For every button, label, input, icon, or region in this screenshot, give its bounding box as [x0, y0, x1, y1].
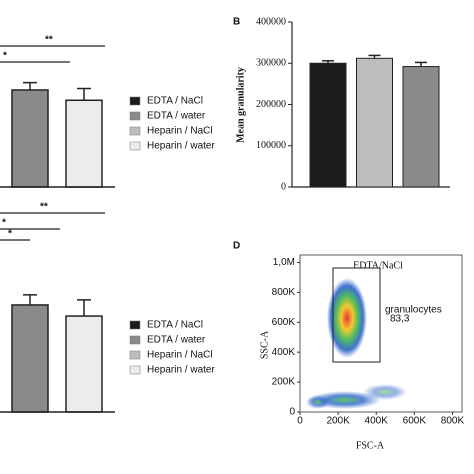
significance-label: * — [8, 229, 12, 240]
y-tick-label: 200K — [272, 377, 296, 388]
gate-value: 83,3 — [390, 314, 410, 325]
x-tick-label: 200K — [326, 416, 350, 427]
legend-swatch — [129, 96, 141, 106]
y-tick-label: 400K — [272, 347, 296, 358]
bar — [65, 315, 103, 413]
y-axis-label: SSC-A — [259, 330, 270, 359]
x-tick-label: 800K — [441, 416, 465, 427]
bar — [65, 99, 103, 188]
y-tick-label: 800K — [272, 287, 296, 298]
legend-label: Heparin / water — [147, 365, 215, 376]
bar — [402, 66, 440, 188]
legend-label: Heparin / NaCl — [147, 350, 213, 361]
legend-swatch — [129, 365, 141, 375]
legend-label: Heparin / water — [147, 141, 215, 152]
legend-swatch — [129, 111, 141, 121]
x-tick-label: 600K — [403, 416, 427, 427]
legend-swatch — [129, 350, 141, 360]
y-axis-label: Mean granularity — [235, 67, 246, 143]
y-tick-label: 400000 — [256, 16, 286, 27]
bar — [11, 304, 49, 413]
y-tick-label: 100000 — [256, 140, 286, 151]
bar — [11, 89, 49, 188]
legend-label: EDTA / water — [147, 335, 206, 346]
legend-label: EDTA / NaCl — [147, 96, 203, 107]
y-tick-label: 0 — [289, 407, 295, 418]
legend-label: Heparin / NaCl — [147, 126, 213, 137]
bar — [356, 57, 393, 188]
significance-label: ** — [45, 35, 53, 46]
panel-label: B — [233, 17, 240, 28]
y-tick-label: 300000 — [256, 58, 286, 69]
legend-swatch — [129, 335, 141, 345]
legend-swatch — [129, 141, 141, 151]
flow-density — [306, 278, 407, 409]
panel-label: D — [233, 241, 240, 252]
legend-swatch — [129, 126, 141, 136]
legend-label: EDTA / NaCl — [147, 320, 203, 331]
x-tick-label: 0 — [297, 416, 303, 427]
plot-title: EDTA/NaCl — [353, 260, 403, 271]
significance-label: * — [2, 218, 6, 229]
significance-label: ** — [40, 202, 48, 213]
x-tick-label: 400K — [365, 416, 389, 427]
significance-label: * — [3, 51, 7, 62]
x-axis-label: FSC-A — [356, 440, 385, 451]
y-tick-label: 200000 — [256, 99, 286, 110]
legend-label: EDTA / water — [147, 111, 206, 122]
plot-frame — [299, 254, 463, 413]
gate — [332, 267, 381, 363]
gate-name: granulocytes — [385, 305, 442, 316]
y-tick-label: 600K — [272, 317, 296, 328]
y-tick-label: 1,0M — [273, 257, 295, 268]
legend-swatch — [129, 320, 141, 330]
bar — [309, 62, 347, 188]
y-tick-label: 0 — [281, 181, 286, 192]
